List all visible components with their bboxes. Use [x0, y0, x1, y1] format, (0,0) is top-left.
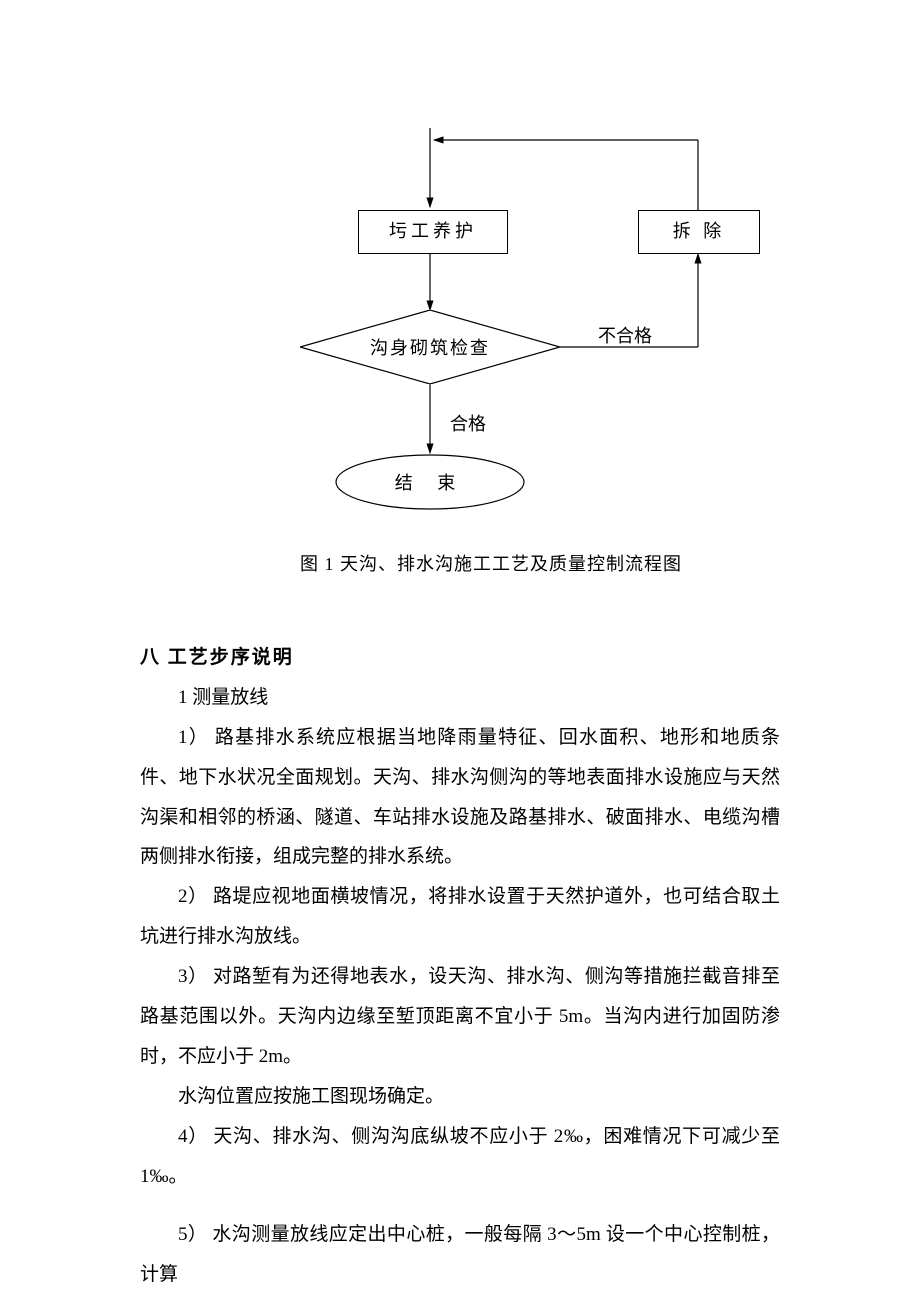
section-p3b: 水沟位置应按施工图现场确定。 [140, 1077, 780, 1117]
flowchart-caption: 图 1 天沟、排水沟施工工艺及质量控制流程图 [300, 550, 682, 576]
section-p5: 5） 水沟测量放线应定出中心桩，一般每隔 3～5m 设一个中心控制桩，计算 [140, 1215, 780, 1295]
section-p4: 4） 天沟、排水沟、侧沟沟底纵坡不应小于 2‰，困难情况下可减少至 1‰。 [140, 1117, 780, 1197]
edge-fail-label: 不合格 [598, 322, 652, 348]
node-maintain: 圬工养护 [358, 210, 508, 254]
node-inspect-label: 沟身砌筑检查 [370, 334, 490, 360]
section-p1: 1） 路基排水系统应根据当地降雨量特征、回水面积、地形和地质条件、地下水状况全面… [140, 718, 780, 878]
node-remove-label: 拆 除 [673, 221, 726, 243]
section-body: 八 工艺步序说明 1 测量放线 1） 路基排水系统应根据当地降雨量特征、回水面积… [140, 638, 780, 1295]
node-end: 结 束 [335, 454, 525, 510]
section-sub1: 1 测量放线 [140, 678, 780, 718]
flowchart: 圬工养护 拆 除 沟身砌筑检查 结 束 不合格 合格 [0, 0, 920, 520]
section-heading: 八 工艺步序说明 [140, 638, 780, 678]
flowchart-connectors [0, 0, 920, 520]
node-maintain-label: 圬工养护 [389, 221, 477, 243]
node-remove: 拆 除 [638, 210, 760, 254]
section-p3: 3） 对路堑有为还得地表水，设天沟、排水沟、侧沟等措施拦截音排至路基范围以外。天… [140, 957, 780, 1077]
section-p2: 2） 路堤应视地面横坡情况，将排水设置于天然护道外，也可结合取土坑进行排水沟放线… [140, 877, 780, 957]
node-end-label: 结 束 [395, 469, 466, 495]
edge-pass-label: 合格 [450, 410, 486, 436]
node-inspect: 沟身砌筑检查 [300, 310, 560, 384]
